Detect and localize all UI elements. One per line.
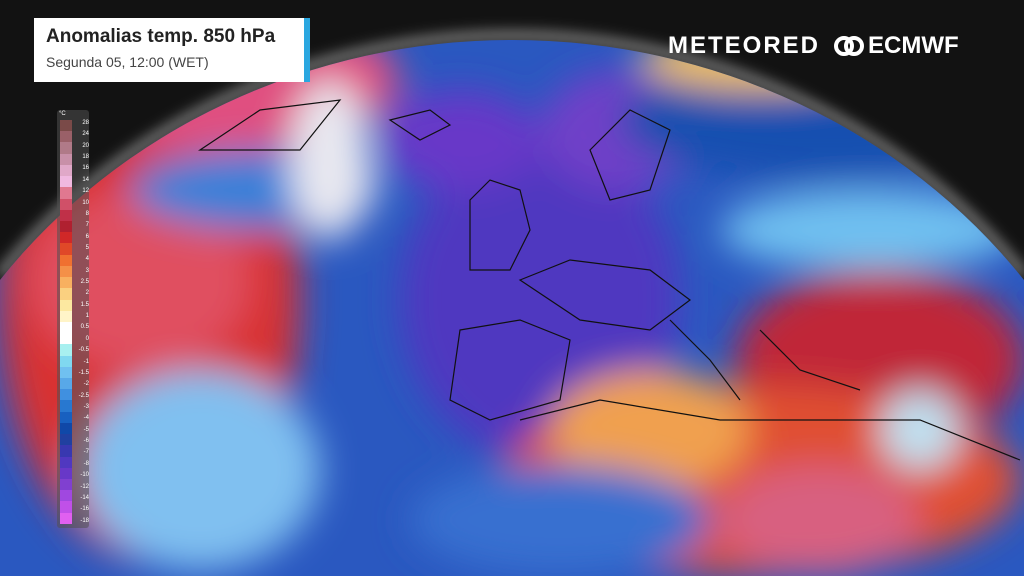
- legend-swatch: [60, 232, 72, 244]
- legend-swatch: [60, 422, 72, 435]
- legend-label: -2: [83, 381, 89, 388]
- legend-color-bar: [60, 120, 72, 524]
- map-title-box: Anomalias temp. 850 hPa Segunda 05, 12:0…: [34, 18, 310, 82]
- legend-label: -8: [83, 460, 89, 467]
- legend-swatch: [60, 120, 72, 132]
- legend-swatch: [60, 243, 72, 255]
- legend-swatch: [60, 366, 72, 379]
- legend-label: 24: [82, 131, 89, 138]
- legend-swatch: [60, 333, 72, 345]
- legend-label: -5: [83, 426, 89, 433]
- legend-swatch: [60, 467, 72, 479]
- legend-swatch: [60, 187, 72, 199]
- legend-swatch: [60, 209, 72, 221]
- legend-unit: °C: [59, 111, 66, 117]
- legend-label: 0: [85, 335, 89, 342]
- globe-glow: [0, 29, 1024, 281]
- ecmwf-symbol-icon: [834, 36, 865, 56]
- ecmwf-logo: ECMWF: [834, 32, 959, 60]
- legend-swatch: [60, 378, 72, 390]
- legend-label: 4: [85, 256, 89, 263]
- legend-swatch: [60, 479, 72, 491]
- legend-label: 18: [82, 154, 89, 161]
- legend-label: 8: [85, 210, 89, 217]
- legend-label: -2.5: [78, 392, 89, 399]
- legend-label: 14: [82, 176, 89, 183]
- logos: METEORED ECMWF: [668, 32, 959, 60]
- legend-swatch: [60, 288, 72, 300]
- legend-label: -14: [80, 494, 89, 501]
- legend-swatch: [60, 277, 72, 289]
- map-datetime: Segunda 05, 12:00 (WET): [46, 54, 209, 70]
- legend-swatch: [60, 355, 72, 367]
- legend-label: -1: [83, 358, 89, 365]
- legend-swatch: [60, 164, 72, 177]
- legend-swatch: [60, 490, 72, 502]
- legend-swatch: [60, 265, 72, 278]
- legend-label: -6: [83, 438, 89, 445]
- legend-label: -10: [80, 472, 89, 479]
- legend-swatch: [60, 344, 72, 356]
- legend-swatch: [60, 445, 72, 457]
- legend-label: -1.5: [78, 369, 89, 376]
- legend-swatch: [60, 512, 72, 524]
- legend-swatch: [60, 176, 72, 188]
- legend-label: 2: [85, 290, 89, 297]
- legend-label: 16: [82, 165, 89, 172]
- legend-label: -16: [80, 506, 89, 513]
- legend-label: 10: [82, 199, 89, 206]
- legend-label: 20: [82, 142, 89, 149]
- color-legend: °C 28 24 20 18 16 14 12 10 8 7 6 5 4 3 2.5 2 1.5 1 0.5 0 -0.…: [57, 110, 89, 528]
- legend-swatch: [60, 220, 72, 233]
- legend-label: -4: [83, 415, 89, 422]
- legend-swatch: [60, 434, 72, 446]
- legend-swatch: [60, 321, 72, 334]
- legend-label: 1: [85, 313, 89, 320]
- legend-label: 1.5: [80, 301, 89, 308]
- legend-labels: 28 24 20 18 16 14 12 10 8 7 6 5 4 3 2.5 2 1.5 1 0.5 0 -0.5 -1…: [73, 120, 89, 524]
- legend-label: -0.5: [78, 347, 89, 354]
- legend-label: 28: [82, 120, 89, 126]
- map-title: Anomalias temp. 850 hPa: [46, 26, 276, 47]
- legend-label: 3: [85, 267, 89, 274]
- legend-swatch: [60, 153, 72, 165]
- legend-swatch: [60, 299, 72, 311]
- legend-swatch: [60, 400, 72, 412]
- legend-label: 2.5: [80, 279, 89, 286]
- legend-swatch: [60, 310, 72, 322]
- legend-label: 5: [85, 244, 89, 251]
- coastlines: [198, 99, 1021, 461]
- legend-label: 12: [82, 188, 89, 195]
- legend-label: -18: [80, 517, 89, 524]
- legend-label: 6: [85, 233, 89, 240]
- legend-label: 7: [85, 222, 89, 229]
- legend-swatch: [60, 501, 72, 513]
- legend-swatch: [60, 254, 72, 266]
- legend-swatch: [60, 456, 72, 468]
- legend-label: -12: [80, 483, 89, 490]
- legend-swatch: [60, 411, 72, 423]
- legend-swatch: [60, 389, 72, 401]
- legend-swatch: [60, 142, 72, 154]
- legend-swatch: [60, 198, 72, 210]
- meteored-logo: METEORED: [668, 32, 821, 59]
- legend-label: 0.5: [80, 324, 89, 331]
- legend-label: -7: [83, 449, 89, 456]
- legend-label: -3: [83, 403, 89, 410]
- legend-swatch: [60, 131, 72, 143]
